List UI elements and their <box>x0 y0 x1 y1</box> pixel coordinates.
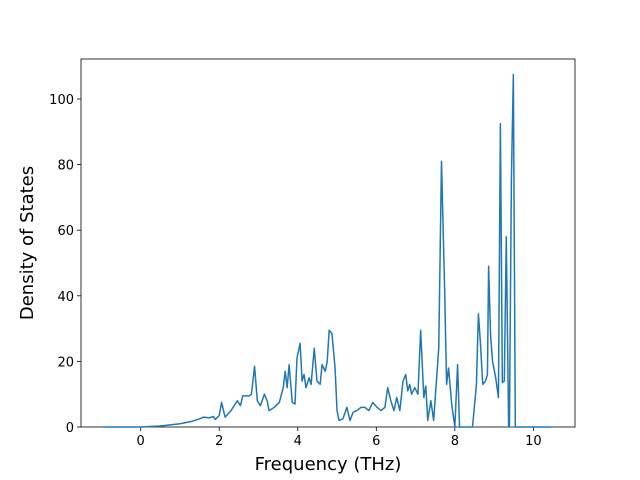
y-tick-label: 0 <box>66 421 74 436</box>
x-tick-label: 10 <box>525 434 542 449</box>
line-series <box>103 73 552 428</box>
plot-frame <box>80 58 576 428</box>
x-axis-label: Frequency (THz) <box>255 454 402 475</box>
x-tick-label: 0 <box>137 434 145 449</box>
x-tick-label: 6 <box>372 434 380 449</box>
y-tick-label: 40 <box>57 290 74 305</box>
y-tick-label: 80 <box>57 159 74 174</box>
y-tick-label: 100 <box>49 93 74 108</box>
y-tick-label: 20 <box>57 355 74 370</box>
x-tick-label: 4 <box>294 434 302 449</box>
y-tick-label: 60 <box>57 224 74 239</box>
x-tick-label: 2 <box>215 434 223 449</box>
y-axis-label: Density of States <box>17 166 38 320</box>
x-tick-label: 8 <box>451 434 459 449</box>
